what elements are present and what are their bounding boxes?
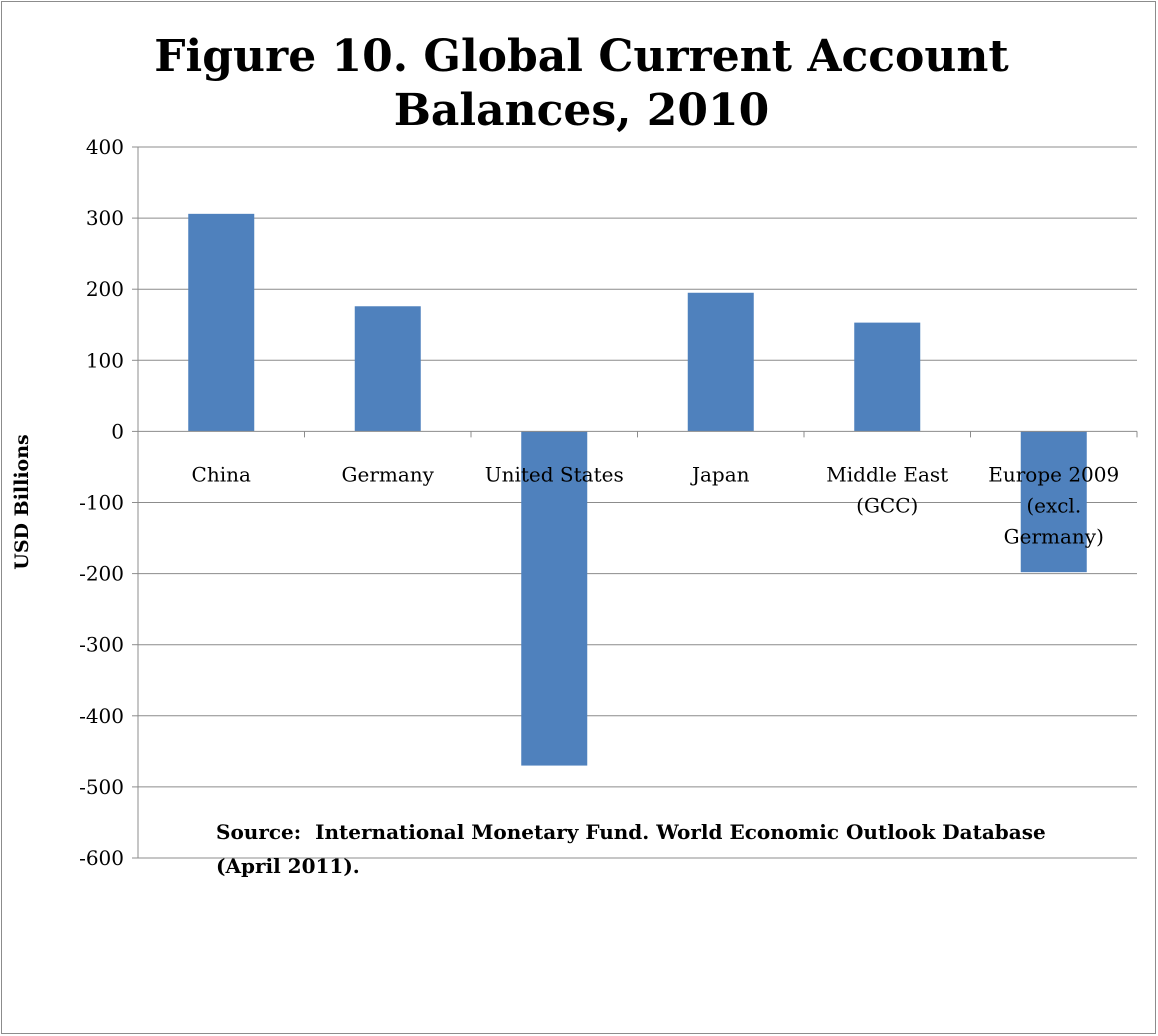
x-category-label: United States: [485, 462, 624, 486]
y-tick-label: -600: [79, 846, 124, 870]
y-tick-label: 200: [86, 277, 124, 301]
x-category-label: (GCC): [856, 493, 918, 517]
x-category-label: China: [192, 462, 251, 486]
source-text: International Monetary Fund. World Econo…: [216, 820, 1046, 878]
y-tick-label: 300: [86, 206, 124, 230]
y-tick-label: -300: [79, 633, 124, 657]
bar: [854, 322, 921, 432]
x-category-label: Middle East: [826, 462, 948, 486]
y-tick-labels: 400 300 200 100 0 -100 -200 -300 -400 -500 -600: [79, 135, 124, 870]
bar: [354, 306, 421, 432]
x-category-label: Europe 2009: [988, 462, 1119, 486]
chart-title-line-2: Balances, 2010: [393, 85, 770, 136]
x-category-label: Germany: [342, 462, 435, 486]
bar: [188, 213, 255, 432]
bar: [1020, 431, 1087, 573]
y-tick-label: -400: [79, 704, 124, 728]
axes: [132, 146, 1138, 859]
bars: [188, 213, 1087, 766]
y-tick-label: 0: [111, 419, 124, 443]
y-tick-label: -200: [79, 562, 124, 586]
x-category-label: (excl.: [1026, 493, 1081, 517]
x-category-label: Japan: [690, 462, 750, 486]
bar: [687, 292, 754, 432]
gridlines: [138, 146, 1137, 859]
y-tick-label: 100: [86, 348, 124, 372]
chart-title-line-1: Figure 10. Global Current Account: [154, 31, 1009, 82]
y-tick-label: -100: [79, 491, 124, 515]
chart-title: Figure 10. Global Current Account Balanc…: [0, 30, 1158, 138]
y-tick-label: 400: [86, 135, 124, 159]
source-label: Source:: [216, 820, 302, 844]
x-category-label: Germany): [1004, 524, 1104, 548]
x-category-labels: China Germany United States Japan Middle Eas…: [192, 462, 1120, 548]
source-note: Source: International Monetary Fund. Worl…: [216, 815, 1076, 883]
y-tick-label: -500: [79, 775, 124, 799]
bar: [521, 431, 588, 766]
